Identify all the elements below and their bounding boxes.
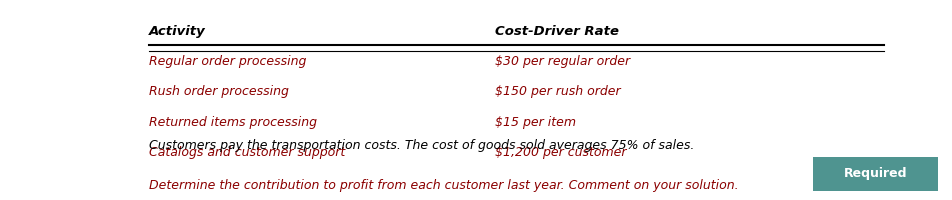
Text: Rush order processing: Rush order processing	[149, 85, 288, 98]
Text: $1,200 per customer: $1,200 per customer	[495, 146, 626, 159]
Text: Cost-Driver Rate: Cost-Driver Rate	[495, 25, 619, 38]
Text: Required: Required	[843, 167, 907, 180]
Text: $30 per regular order: $30 per regular order	[495, 55, 630, 68]
Text: Regular order processing: Regular order processing	[149, 55, 306, 68]
Text: Customers pay the transportation costs. The cost of goods sold averages 75% of s: Customers pay the transportation costs. …	[149, 139, 694, 152]
Text: Determine the contribution to profit from each customer last year. Comment on yo: Determine the contribution to profit fro…	[149, 179, 738, 192]
Text: Catalogs and customer support: Catalogs and customer support	[149, 146, 345, 159]
FancyBboxPatch shape	[813, 157, 939, 191]
Text: Returned items processing: Returned items processing	[149, 116, 316, 129]
Text: Activity: Activity	[149, 25, 206, 38]
Text: $150 per rush order: $150 per rush order	[495, 85, 621, 98]
Text: $15 per item: $15 per item	[495, 116, 576, 129]
